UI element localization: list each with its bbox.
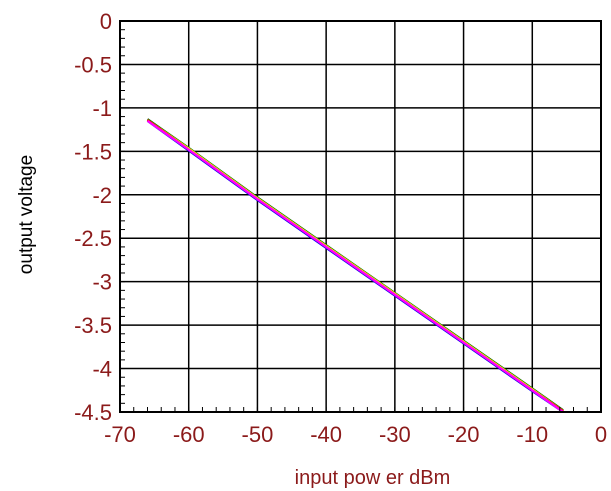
- x-tick-label: -60: [173, 422, 205, 447]
- x-tick-labels: -70 -60 -50 -40 -30 -20 -10 0: [104, 422, 607, 447]
- y-tick-label: -3: [92, 270, 112, 295]
- minor-ticks: [119, 20, 602, 413]
- x-tick-label: 0: [595, 422, 607, 447]
- y-tick-label: -3.5: [74, 313, 112, 338]
- y-tick-label: -1.5: [74, 139, 112, 164]
- y-tick-label: -1: [92, 96, 112, 121]
- plot-frame: [119, 20, 602, 413]
- y-tick-label: -4: [92, 357, 112, 382]
- x-tick-label: -50: [242, 422, 274, 447]
- y-tick-label: -2: [92, 183, 112, 208]
- series-line-6: [146, 119, 564, 413]
- x-tick-label: -10: [516, 422, 548, 447]
- y-tick-label: -0.5: [74, 52, 112, 77]
- x-tick-label: -30: [379, 422, 411, 447]
- y-tick-label: 0: [100, 9, 112, 34]
- series-group: [146, 118, 564, 413]
- x-tick-label: -20: [448, 422, 480, 447]
- x-tick-label: -70: [104, 422, 136, 447]
- y-tick-labels: 0 -0.5 -1 -1.5 -2 -2.5 -3 -3.5 -4 -4.5: [74, 9, 112, 425]
- y-tick-label: -4.5: [74, 400, 112, 425]
- x-axis-label: input pow er dBm: [295, 467, 451, 489]
- x-tick-label: -40: [310, 422, 342, 447]
- y-tick-label: -2.5: [74, 226, 112, 251]
- y-axis-label: output voltage: [16, 155, 37, 274]
